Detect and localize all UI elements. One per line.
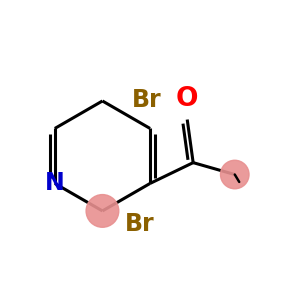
Text: N: N: [45, 171, 65, 195]
Text: O: O: [176, 86, 199, 112]
Circle shape: [86, 195, 119, 227]
Text: Br: Br: [132, 88, 162, 112]
Text: Br: Br: [125, 212, 154, 236]
Circle shape: [220, 160, 249, 189]
